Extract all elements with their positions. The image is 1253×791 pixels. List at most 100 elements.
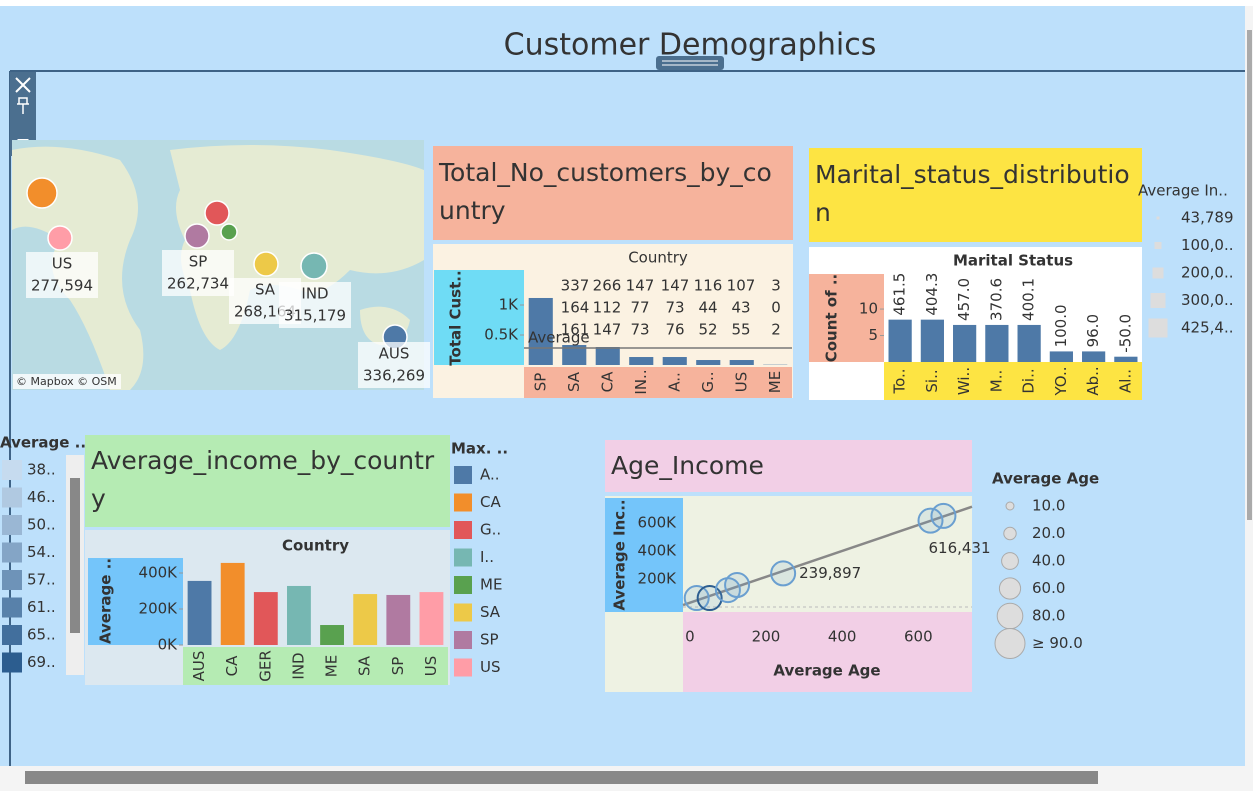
map-marker [26,177,58,209]
y-tick-label: 0.5K [484,326,519,344]
bar [696,360,721,365]
close-icon[interactable] [15,77,31,93]
y-tick-label: 400K [638,541,678,559]
legend-size [1156,216,1160,220]
attribution: © Mapbox © OSM [16,375,117,388]
legend-swatch [454,631,472,649]
bar [1049,351,1073,362]
x-header: Country [628,249,688,267]
data-label: 239,897 [799,564,861,582]
data-annotation: 0 [771,299,781,317]
attribution-bg [13,374,121,389]
trend-line [682,505,973,607]
y-tick-label: 0K [158,636,179,654]
map-marker [253,251,279,277]
x-tick-label: Wi.. [955,367,973,395]
x-label-box [683,612,972,692]
legend-swatch [454,658,472,677]
x-axis-label: Average Age [773,662,880,680]
map-label-bg [279,282,351,328]
map-marker [300,252,328,280]
dashboard-title: Customer Demographics [504,28,877,63]
bar [419,592,444,645]
data-label: 616,431 [928,539,990,557]
y-tick-label: 200K [638,569,678,587]
legend-label: A.. [480,466,500,484]
legend-size [998,577,1022,600]
legend-label: 200,0.. [1181,264,1233,282]
legend-label: SA [480,603,501,621]
legend-label: I.. [480,548,494,566]
legend-size [994,628,1026,659]
chart-title: Average_income_by_country [91,446,435,513]
data-annotation: 147 [593,321,622,339]
bar [320,625,344,645]
h-scroll-thumb[interactable] [25,771,1098,784]
map-label-bg [26,252,98,298]
data-annotation: 112 [593,299,622,317]
pin-icon[interactable] [17,97,29,114]
legend-title: Average .. [0,434,86,452]
data-annotation: 52 [698,321,717,339]
y-tick-label: 200K [139,600,179,618]
x-tick-label: 600 [904,628,933,646]
data-annotation: 116 [694,277,723,295]
y-axis-label: Average .. [97,558,115,644]
bar [287,585,311,645]
map-value: 315,179 [284,307,346,325]
bar [253,592,278,645]
data-annotation: 164 [561,299,590,317]
data-annotation: 337 [561,277,590,295]
data-annotation: 55 [731,321,750,339]
x-tick-label: SP [531,373,549,392]
y-tick-label: 10 [859,300,878,318]
legend-swatch [454,576,472,594]
legend-scroll-thumb[interactable] [70,478,80,633]
data-annotation: -50.0 [1116,314,1134,353]
x-tick-label: SA [356,655,374,676]
drag-handle[interactable] [656,56,724,70]
data-annotation: 76 [665,321,684,339]
data-annotation: 266 [593,277,622,295]
x-tick-label: AUS [190,651,208,682]
data-annotation: 96.0 [1084,314,1102,347]
legend-swatch [2,487,22,508]
legend-label: G.. [480,521,501,539]
legend-title: Max. .. [451,440,508,458]
legend-swatch [454,603,472,622]
data-annotation: 400.1 [1020,278,1038,321]
x-tick-label: Si.. [923,369,941,392]
title-box [85,435,450,527]
legend-size [1154,242,1162,249]
legend-label: 60.0 [1032,579,1065,597]
category-band [183,647,448,685]
data-annotation: 461.5 [891,273,909,316]
bar [1082,351,1106,362]
x-tick-label: GER [256,650,274,682]
v-scroll-thumb[interactable] [1247,30,1252,520]
map-marker [220,223,238,241]
x-tick-label: CA [223,655,241,676]
data-annotation: 147 [626,277,655,295]
data-annotation: 73 [665,299,684,317]
x-tick-label: Al.. [1116,369,1134,393]
bar [528,297,553,365]
x-tick-label: IN.. [632,369,650,394]
map-label-bg [162,250,234,296]
data-annotation: 147 [661,277,690,295]
legend-title: Average In.. [1138,182,1228,200]
legend-label: SP [480,631,499,649]
title-box [809,148,1142,242]
map-label-bg [358,342,430,388]
y-tick-label: 5 [868,326,878,344]
legend-swatch [454,548,472,567]
legend-swatch [454,521,472,539]
x-tick-label: Ab.. [1084,366,1102,395]
legend-swatch [454,466,472,484]
y-axis-label: Average Inc.. [611,499,629,610]
chart-title: Marital_status_distribution [815,160,1130,227]
legend-label: 57.. [27,571,56,589]
legend-swatch [2,570,22,590]
